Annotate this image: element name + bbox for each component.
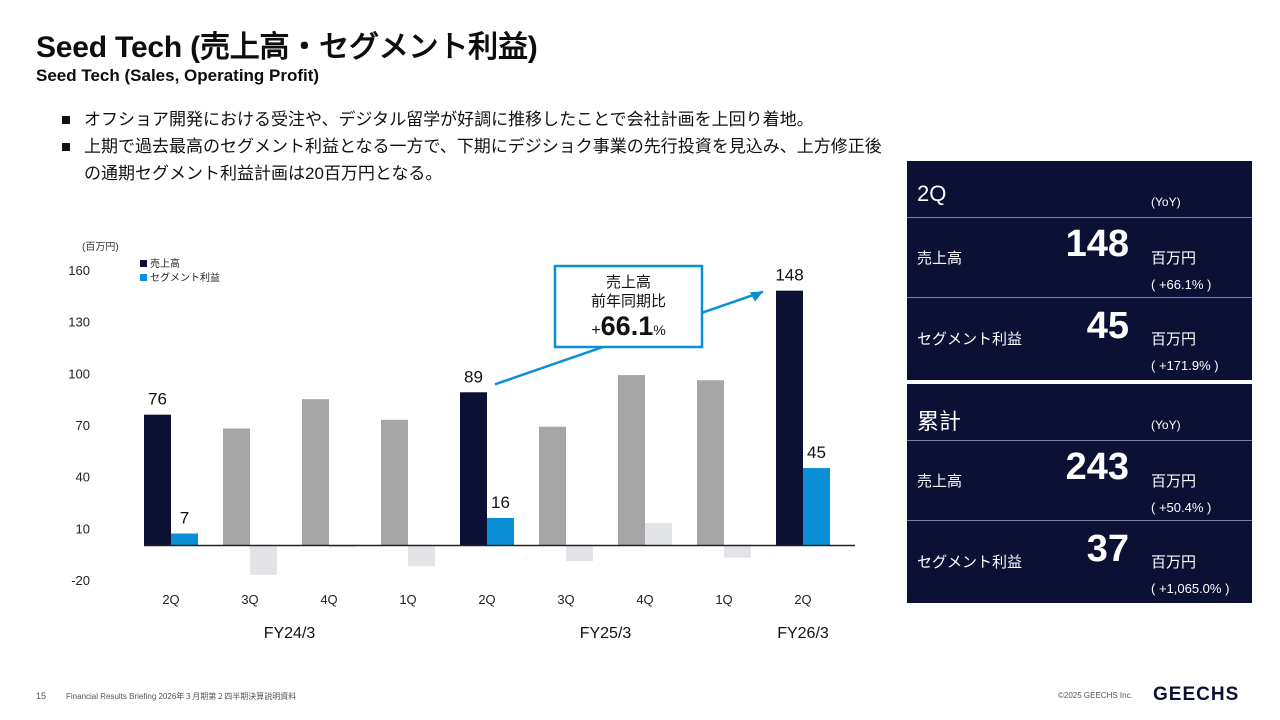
bullet-square-icon — [62, 116, 70, 124]
x-tick-label: 2Q — [794, 592, 811, 607]
yoy-heading: (YoY) — [1151, 195, 1181, 209]
sales-yoy: ( +66.1% ) — [1151, 277, 1212, 292]
copyright: ©2025 GEECHS Inc. — [1058, 691, 1133, 700]
sales-unit: 百万円 — [1151, 473, 1197, 490]
bullet-square-icon — [62, 143, 70, 151]
profit-bar — [566, 545, 593, 562]
callout-value: +66.1% — [591, 311, 665, 341]
y-tick-label: 70 — [76, 418, 90, 433]
fiscal-year-label: FY25/3 — [580, 625, 632, 642]
profit-label: セグメント利益 — [917, 331, 1023, 348]
x-tick-label: 1Q — [399, 592, 416, 607]
sales-bar — [302, 399, 329, 546]
y-tick-label: 10 — [76, 521, 90, 536]
panel-2q: 2Q (YoY) 売上高 148 百万円 ( +66.1% ) セグメント利益 … — [907, 161, 1252, 380]
y-tick-label: 160 — [68, 263, 90, 278]
panel-divider — [907, 297, 1252, 298]
bar-value-label: 89 — [464, 367, 483, 386]
callout-line2: 前年同期比 — [591, 293, 666, 310]
bar-value-label: 45 — [807, 443, 826, 462]
profit-bar — [329, 545, 356, 548]
panel-divider — [907, 217, 1252, 218]
yoy-heading: (YoY) — [1151, 418, 1181, 432]
bar-value-label: 148 — [775, 266, 803, 285]
bar-value-label: 16 — [491, 493, 510, 512]
document-title: Financial Results Briefing 2026年３月期第２四半期… — [66, 692, 297, 701]
legend-swatch — [140, 274, 147, 281]
x-tick-label: 4Q — [636, 592, 653, 607]
y-tick-label: 100 — [68, 366, 90, 381]
x-tick-label: 3Q — [557, 592, 574, 607]
x-tick-label: 2Q — [478, 592, 495, 607]
page-subtitle: Seed Tech (Sales, Operating Profit) — [36, 66, 320, 85]
sales-yoy: ( +50.4% ) — [1151, 500, 1212, 515]
profit-bar — [408, 545, 435, 567]
bullet-item: 上期で過去最高のセグメント利益となる一方で、下期にデジショク事業の先行投資を見込… — [62, 133, 892, 187]
y-tick-label: 130 — [68, 315, 90, 330]
x-tick-label: 4Q — [320, 592, 337, 607]
x-tick-label: 3Q — [241, 592, 258, 607]
sales-bar — [460, 392, 487, 546]
legend-label: 売上高 — [150, 257, 180, 270]
panel-heading: 2Q — [917, 181, 947, 206]
sales-label: 売上高 — [917, 250, 963, 267]
sales-bar — [618, 375, 645, 546]
page-title: Seed Tech (売上高・セグメント利益) — [36, 31, 538, 64]
profit-label: セグメント利益 — [917, 554, 1023, 571]
sales-bar — [697, 380, 724, 546]
profit-bar — [250, 545, 277, 575]
sales-label: 売上高 — [917, 473, 963, 490]
bullet-list: オフショア開発における受注や、デジタル留学が好調に推移したことで会社計画を上回り… — [62, 106, 892, 187]
profit-yoy: ( +1,065.0% ) — [1151, 581, 1230, 596]
panel-divider — [907, 440, 1252, 441]
sales-bar — [381, 419, 408, 546]
bullet-text: オフショア開発における受注や、デジタル留学が好調に推移したことで会社計画を上回り… — [84, 110, 814, 129]
sales-bar — [539, 426, 566, 546]
company-logo: GEECHS — [1153, 684, 1240, 705]
profit-value: 45 — [1086, 305, 1129, 347]
profit-bar — [803, 468, 830, 546]
growth-arrow-head — [750, 291, 763, 302]
callout-box — [553, 264, 704, 349]
profit-bar — [724, 545, 751, 558]
profit-bar — [487, 518, 514, 546]
bar-value-label: 7 — [180, 509, 189, 528]
x-tick-label: 1Q — [715, 592, 732, 607]
y-tick-label: 40 — [76, 470, 90, 485]
panel-divider — [907, 520, 1252, 521]
y-axis-unit: (百万円) — [82, 241, 119, 253]
profit-bar — [645, 523, 672, 546]
bullet-text: 上期で過去最高のセグメント利益となる一方で、下期にデジショク事業の先行投資を見込… — [84, 137, 882, 183]
sales-unit: 百万円 — [1151, 250, 1197, 267]
profit-yoy: ( +171.9% ) — [1151, 358, 1219, 373]
bar-value-label: 76 — [148, 390, 167, 409]
profit-unit: 百万円 — [1151, 554, 1197, 571]
legend-swatch — [140, 260, 147, 267]
panel-heading: 累計 — [917, 409, 962, 434]
page-number: 15 — [36, 691, 47, 701]
sales-bar — [223, 428, 250, 546]
callout-line1: 売上高 — [606, 274, 651, 291]
legend-label: セグメント利益 — [150, 271, 220, 284]
fiscal-year-label: FY26/3 — [777, 625, 829, 642]
fiscal-year-label: FY24/3 — [264, 625, 316, 642]
panel-cumulative: 累計 (YoY) 売上高 243 百万円 ( +50.4% ) セグメント利益 … — [907, 384, 1252, 603]
sales-value: 243 — [1065, 446, 1129, 488]
sales-bar — [776, 290, 803, 546]
profit-value: 37 — [1086, 528, 1129, 570]
profit-bar — [171, 533, 198, 546]
profit-unit: 百万円 — [1151, 331, 1197, 348]
sales-value: 148 — [1065, 223, 1129, 265]
bullet-item: オフショア開発における受注や、デジタル留学が好調に推移したことで会社計画を上回り… — [62, 106, 892, 133]
sales-bar — [144, 414, 171, 546]
x-tick-label: 2Q — [162, 592, 179, 607]
y-tick-label: -20 — [71, 573, 90, 588]
